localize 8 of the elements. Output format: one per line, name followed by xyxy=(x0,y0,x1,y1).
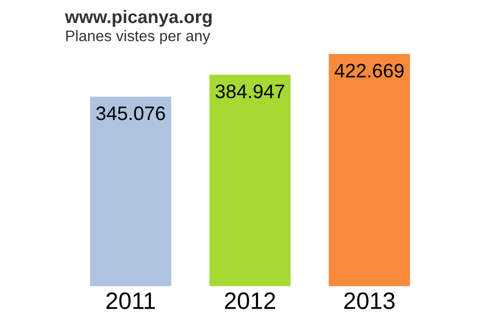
chart-subtitle: Planes vistes per any xyxy=(66,30,210,44)
data-label: 384.947 xyxy=(216,84,284,98)
x-tick-label: 2013 xyxy=(344,292,395,310)
chart-title: www.picanya.org xyxy=(64,10,212,27)
data-label: 345.076 xyxy=(96,106,165,120)
x-tick-label: 2011 xyxy=(106,292,155,310)
data-label: 422.669 xyxy=(334,64,404,78)
x-tick-label: 2012 xyxy=(224,292,276,310)
